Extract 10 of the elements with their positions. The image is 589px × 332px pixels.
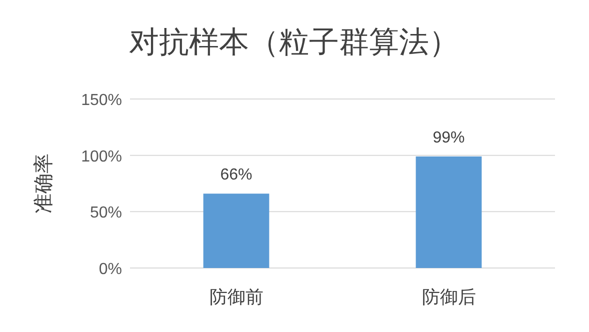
data-label: 66%	[220, 166, 252, 184]
x-tick-label: 防御前	[209, 287, 264, 307]
y-tick-label: 50%	[90, 204, 122, 222]
y-tick-label: 150%	[81, 92, 122, 109]
y-tick-label: 0%	[98, 261, 122, 278]
data-label: 99%	[432, 129, 465, 146]
y-tick-label: 100%	[81, 148, 122, 166]
y-axis-title: 准确率	[33, 154, 55, 214]
x-tick-label: 防御后	[422, 287, 476, 307]
chart-title: 对抗样本（粒子群算法）	[129, 26, 459, 59]
